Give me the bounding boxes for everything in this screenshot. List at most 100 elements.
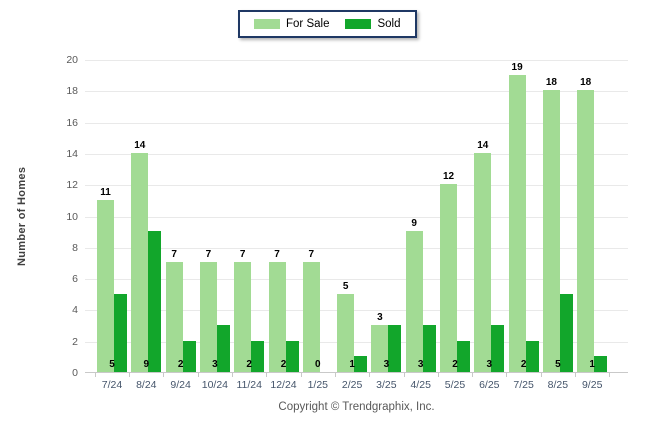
legend-item-for-sale: For Sale (254, 18, 329, 30)
bar-for-sale (131, 152, 149, 372)
gridline (85, 185, 628, 187)
y-axis-title: Number of Homes (16, 166, 28, 267)
for-sale-value-label: 14 (134, 139, 146, 151)
x-tick-label: 1/25 (307, 379, 329, 391)
bar-sold (251, 340, 265, 372)
bar-for-sale (440, 184, 457, 372)
y-tick-label: 0 (72, 367, 78, 379)
gridline (85, 216, 628, 218)
for-sale-value-label: 7 (205, 249, 212, 261)
x-tick-label: 10/24 (201, 379, 229, 391)
for-sale-value-label: 7 (239, 249, 246, 261)
gridline (85, 247, 628, 249)
x-tick-label: 9/24 (170, 379, 191, 391)
bar-for-sale (97, 199, 114, 372)
bar-sold (354, 356, 368, 372)
sold-value-label: 0 (315, 359, 321, 370)
sold-value-label: 1 (349, 359, 355, 370)
x-tick-mark (609, 373, 611, 377)
bar-sold (388, 325, 402, 372)
sold-value-label: 1 (589, 359, 595, 370)
x-tick-label: 9/25 (581, 379, 603, 391)
x-tick-label: 3/25 (376, 379, 397, 391)
bar-for-sale (474, 152, 492, 372)
sold-swatch-icon (345, 19, 372, 29)
x-tick-mark (369, 373, 371, 377)
bar-sold (594, 356, 608, 372)
y-tick-label: 16 (66, 116, 78, 129)
bar-for-sale (542, 90, 560, 372)
x-tick-label: 6/25 (479, 379, 500, 391)
for-sale-value-label: 7 (171, 249, 177, 261)
for-sale-value-label: 7 (308, 249, 315, 261)
x-tick-label: 4/25 (410, 379, 431, 391)
x-tick-label: 8/25 (547, 379, 569, 391)
for-sale-value-label: 18 (580, 77, 592, 89)
sold-value-label: 5 (109, 359, 115, 370)
sold-value-label: 3 (486, 359, 493, 370)
bar-for-sale (268, 262, 286, 372)
legend-label-for-sale: For Sale (286, 18, 330, 30)
bar-sold (285, 340, 299, 372)
x-tick-mark (472, 373, 474, 377)
for-sale-value-label: 14 (477, 139, 489, 151)
gridline (85, 153, 628, 155)
x-tick-label: 7/25 (513, 379, 534, 391)
bar-sold (114, 293, 127, 372)
sold-value-label: 2 (520, 359, 527, 370)
x-tick-mark (506, 373, 508, 377)
x-tick-mark (232, 373, 234, 377)
y-tick-label: 4 (72, 304, 78, 317)
x-tick-label: 12/24 (270, 379, 297, 391)
for-sale-swatch-icon (254, 19, 280, 29)
sold-value-label: 3 (212, 359, 218, 370)
y-tick-label: 14 (66, 147, 78, 160)
bar-sold (525, 340, 539, 372)
bar-for-sale (165, 262, 183, 372)
bar-sold (422, 325, 436, 372)
gridline (85, 91, 628, 93)
x-tick-mark (403, 373, 405, 377)
x-tick-mark (334, 373, 336, 377)
x-tick-label: 5/25 (444, 379, 466, 391)
y-tick-label: 8 (72, 241, 78, 254)
bar-for-sale (508, 74, 526, 372)
bar-sold (148, 231, 162, 372)
bar-sold (216, 325, 230, 372)
bar-for-sale (577, 90, 595, 372)
x-tick-mark (300, 373, 302, 377)
sold-value-label: 3 (417, 359, 424, 370)
x-tick-mark (197, 373, 199, 377)
y-tick-label: 12 (66, 179, 78, 192)
sold-value-label: 9 (143, 359, 150, 370)
sold-value-label: 5 (555, 359, 561, 370)
y-tick-label: 20 (66, 54, 78, 66)
chart-legend: For Sale Sold (238, 10, 417, 38)
bar-for-sale (302, 262, 320, 372)
gridline (85, 310, 628, 312)
x-tick-mark (266, 373, 268, 377)
bar-sold (457, 340, 470, 372)
sold-value-label: 3 (383, 359, 390, 370)
for-sale-value-label: 7 (274, 249, 280, 261)
bar-for-sale (234, 262, 252, 372)
bar-sold (559, 293, 573, 372)
copyright-text: Copyright © Trendgraphix, Inc. (278, 401, 435, 413)
y-tick-label: 18 (66, 85, 78, 98)
for-sale-value-label: 12 (442, 171, 455, 183)
y-tick-label: 10 (66, 210, 78, 223)
bar-sold (491, 325, 505, 372)
x-tick-mark (163, 373, 165, 377)
for-sale-value-label: 9 (411, 218, 417, 230)
bar-for-sale (405, 231, 423, 372)
plot-area: 11 5 14 9 7 2 7 3 7 2 7 2 7 0 5 1 3 3 9 3 12 2 14 3 19 2 18 5 18 1 (85, 60, 628, 373)
sold-value-label: 2 (177, 359, 184, 370)
legend-label-sold: Sold (377, 18, 401, 30)
sold-value-label: 2 (280, 359, 287, 370)
gridline (85, 279, 628, 281)
y-tick-label: 2 (72, 335, 78, 348)
for-sale-value-label: 18 (545, 77, 557, 89)
gridline (85, 122, 628, 124)
bar-for-sale (199, 262, 217, 372)
